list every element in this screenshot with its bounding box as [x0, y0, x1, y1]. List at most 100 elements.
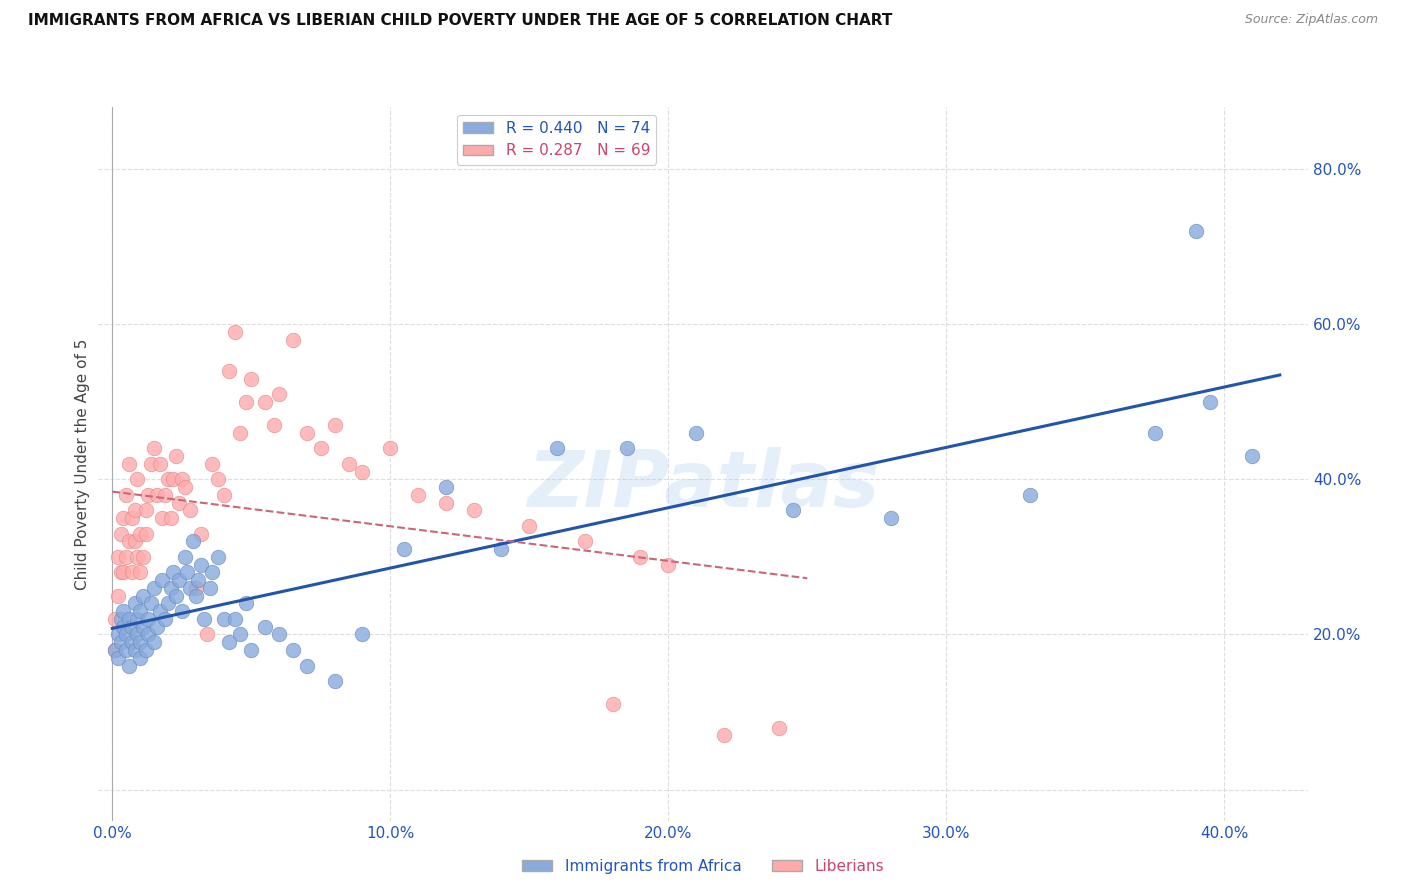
- Point: [184, 581, 207, 595]
- Point: [118, 534, 141, 549]
- Point: [153, 612, 176, 626]
- Point: [657, 558, 679, 572]
- Point: [337, 457, 360, 471]
- Point: [146, 620, 169, 634]
- Point: [323, 673, 346, 688]
- Point: [1199, 394, 1222, 409]
- Point: [150, 573, 173, 587]
- Point: [235, 597, 257, 611]
- Legend: R = 0.440   N = 74, R = 0.287   N = 69: R = 0.440 N = 74, R = 0.287 N = 69: [457, 115, 657, 164]
- Point: [218, 364, 240, 378]
- Point: [127, 472, 149, 486]
- Point: [179, 581, 201, 595]
- Point: [392, 542, 415, 557]
- Point: [143, 635, 166, 649]
- Point: [463, 503, 485, 517]
- Point: [129, 650, 152, 665]
- Point: [254, 620, 277, 634]
- Point: [146, 488, 169, 502]
- Point: [1143, 425, 1166, 440]
- Point: [115, 488, 138, 502]
- Point: [138, 488, 160, 502]
- Point: [263, 418, 285, 433]
- Point: [124, 534, 146, 549]
- Point: [201, 566, 224, 580]
- Point: [190, 526, 212, 541]
- Point: [201, 457, 224, 471]
- Point: [195, 627, 218, 641]
- Point: [107, 650, 129, 665]
- Point: [207, 472, 229, 486]
- Point: [207, 549, 229, 564]
- Point: [107, 549, 129, 564]
- Point: [1185, 224, 1208, 238]
- Point: [240, 371, 263, 385]
- Point: [352, 627, 374, 641]
- Point: [138, 612, 160, 626]
- Point: [115, 627, 138, 641]
- Point: [198, 581, 221, 595]
- Text: ZIPatlas: ZIPatlas: [527, 447, 879, 524]
- Point: [127, 627, 149, 641]
- Point: [165, 449, 187, 463]
- Point: [309, 442, 332, 456]
- Point: [156, 597, 179, 611]
- Point: [156, 472, 179, 486]
- Point: [162, 566, 184, 580]
- Point: [124, 597, 146, 611]
- Point: [129, 526, 152, 541]
- Y-axis label: Child Poverty Under the Age of 5: Child Poverty Under the Age of 5: [75, 338, 90, 590]
- Point: [115, 549, 138, 564]
- Point: [212, 488, 235, 502]
- Point: [110, 526, 132, 541]
- Point: [124, 643, 146, 657]
- Point: [167, 573, 190, 587]
- Point: [121, 511, 143, 525]
- Point: [153, 488, 176, 502]
- Point: [616, 442, 638, 456]
- Point: [162, 472, 184, 486]
- Point: [713, 728, 735, 742]
- Point: [143, 442, 166, 456]
- Point: [685, 425, 707, 440]
- Point: [184, 589, 207, 603]
- Point: [269, 627, 291, 641]
- Point: [118, 612, 141, 626]
- Point: [110, 612, 132, 626]
- Point: [112, 511, 135, 525]
- Point: [879, 511, 901, 525]
- Point: [127, 612, 149, 626]
- Point: [517, 519, 540, 533]
- Point: [112, 620, 135, 634]
- Point: [138, 627, 160, 641]
- Point: [630, 549, 652, 564]
- Point: [112, 604, 135, 618]
- Point: [107, 627, 129, 641]
- Point: [193, 612, 215, 626]
- Point: [434, 480, 457, 494]
- Point: [181, 534, 204, 549]
- Point: [323, 418, 346, 433]
- Point: [132, 620, 155, 634]
- Point: [150, 511, 173, 525]
- Point: [240, 643, 263, 657]
- Point: [121, 620, 143, 634]
- Point: [176, 566, 198, 580]
- Point: [434, 495, 457, 509]
- Point: [129, 604, 152, 618]
- Point: [269, 387, 291, 401]
- Point: [224, 325, 246, 339]
- Point: [132, 549, 155, 564]
- Point: [602, 698, 624, 712]
- Point: [212, 612, 235, 626]
- Text: IMMIGRANTS FROM AFRICA VS LIBERIAN CHILD POVERTY UNDER THE AGE OF 5 CORRELATION : IMMIGRANTS FROM AFRICA VS LIBERIAN CHILD…: [28, 13, 893, 29]
- Point: [124, 503, 146, 517]
- Point: [173, 549, 195, 564]
- Point: [235, 394, 257, 409]
- Point: [148, 604, 170, 618]
- Point: [491, 542, 513, 557]
- Point: [187, 573, 209, 587]
- Point: [148, 457, 170, 471]
- Point: [129, 566, 152, 580]
- Point: [229, 627, 252, 641]
